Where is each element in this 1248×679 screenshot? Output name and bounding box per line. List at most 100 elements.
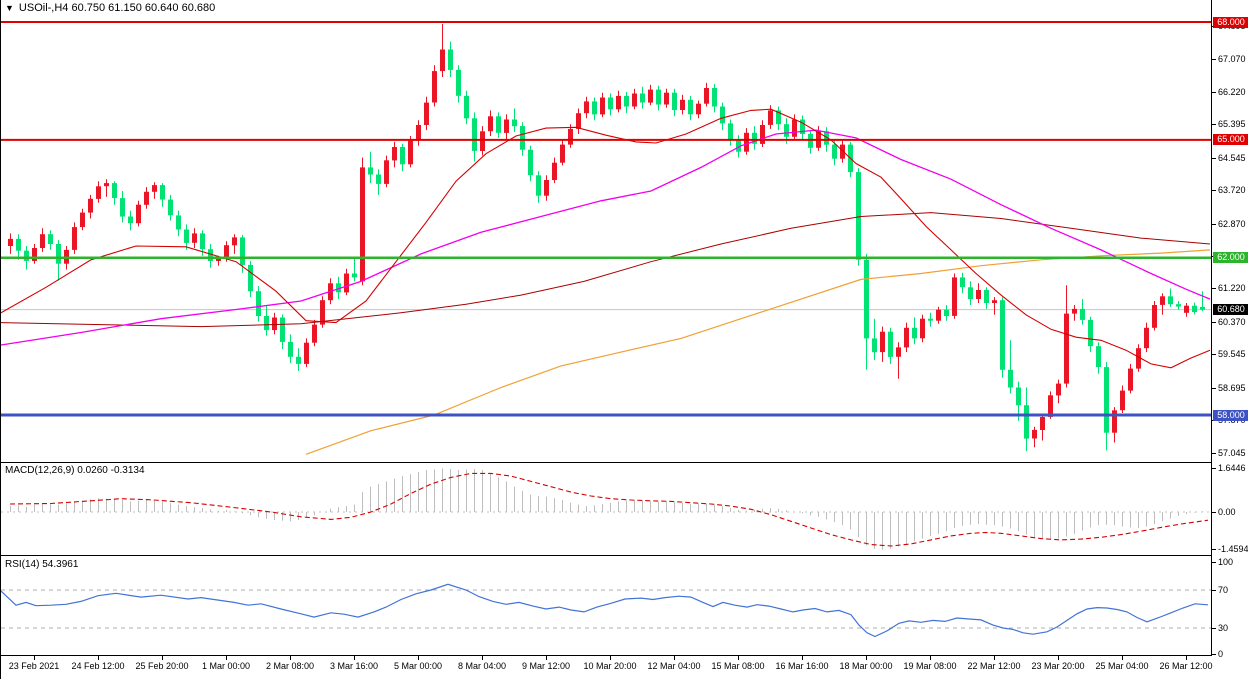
candle-bull bbox=[648, 89, 653, 103]
candle-bear bbox=[264, 316, 269, 331]
candle-bear bbox=[944, 309, 949, 316]
candle-bear bbox=[168, 199, 173, 216]
candle-bull bbox=[504, 119, 509, 133]
time-tick-label: 15 Mar 08:00 bbox=[711, 661, 765, 671]
price-tick-label: 63.720 bbox=[1218, 185, 1246, 195]
time-tick bbox=[930, 656, 931, 660]
candle-bull bbox=[360, 167, 365, 282]
candle-bear bbox=[656, 89, 661, 105]
price-tick-label: 62.870 bbox=[1218, 219, 1246, 229]
candle-bear bbox=[376, 174, 381, 184]
time-tick bbox=[1186, 656, 1187, 660]
time-tick bbox=[610, 656, 611, 660]
rsi-tick-label: 30 bbox=[1218, 623, 1229, 633]
candle-bull bbox=[792, 119, 797, 137]
candle-bull bbox=[704, 88, 709, 104]
rsi-tick-label-tick bbox=[1212, 590, 1216, 591]
candle-bear bbox=[712, 88, 717, 107]
candle-bull bbox=[104, 183, 109, 187]
price-tick-label: 60.370 bbox=[1218, 317, 1246, 327]
time-tick-label: 10 Mar 20:00 bbox=[583, 661, 637, 671]
candle-bear bbox=[496, 116, 501, 133]
current-price-badge: 60.680 bbox=[1213, 304, 1248, 315]
candle-bull bbox=[744, 132, 749, 152]
candle-bull bbox=[936, 309, 941, 321]
candle-bear bbox=[1080, 308, 1085, 320]
time-tick bbox=[802, 656, 803, 660]
candle-bull bbox=[1184, 305, 1189, 313]
candle-bull bbox=[408, 140, 413, 165]
candle-bear bbox=[968, 287, 973, 300]
time-tick bbox=[738, 656, 739, 660]
candle-bear bbox=[208, 249, 213, 261]
time-tick bbox=[866, 656, 867, 660]
candle-bear bbox=[400, 147, 405, 165]
candle-bull bbox=[424, 102, 429, 125]
candle-bear bbox=[688, 99, 693, 115]
candle-bear bbox=[624, 95, 629, 107]
price-tick-label: 64.545 bbox=[1218, 153, 1246, 163]
candle-bear bbox=[336, 283, 341, 293]
candle-bull bbox=[1152, 305, 1157, 328]
time-tick bbox=[354, 656, 355, 660]
candle-bear bbox=[296, 356, 301, 364]
macd-tick-label-tick bbox=[1212, 512, 1216, 513]
rsi-tick-label: 100 bbox=[1218, 557, 1234, 567]
candle-bull bbox=[216, 258, 221, 261]
time-tick-label: 26 Mar 12:00 bbox=[1159, 661, 1213, 671]
price-level-badge-68.000: 68.000 bbox=[1213, 17, 1248, 28]
time-tick-label: 5 Mar 00:00 bbox=[393, 661, 443, 671]
candle-bear bbox=[256, 291, 261, 316]
candle-bear bbox=[728, 123, 733, 140]
time-tick-label: 25 Feb 20:00 bbox=[135, 661, 189, 671]
macd-tick-label-tick bbox=[1212, 468, 1216, 469]
time-tick-label: 22 Mar 12:00 bbox=[967, 661, 1021, 671]
macd-tick-label-tick bbox=[1212, 549, 1216, 550]
candle-bear bbox=[1088, 319, 1093, 347]
candle-bear bbox=[832, 144, 837, 159]
candle-bear bbox=[160, 185, 165, 200]
price-tick-label-tick bbox=[1212, 388, 1216, 389]
price-tick-label: 67.070 bbox=[1218, 54, 1246, 64]
candle-bull bbox=[80, 212, 85, 228]
time-tick bbox=[546, 656, 547, 660]
price-tick-label-tick bbox=[1212, 322, 1216, 323]
candle-bull bbox=[976, 290, 981, 299]
candle-bull bbox=[136, 204, 141, 224]
candle-bear bbox=[1168, 296, 1173, 305]
candle-bull bbox=[1032, 429, 1037, 439]
candle-bull bbox=[680, 99, 685, 110]
symbol-dropdown-icon[interactable]: ▼ bbox=[5, 3, 14, 13]
candle-bear bbox=[16, 238, 21, 251]
candle-bull bbox=[480, 131, 485, 151]
ma-long-orange bbox=[305, 249, 1211, 455]
candle-bear bbox=[984, 290, 989, 303]
price-tick-label-tick bbox=[1212, 224, 1216, 225]
candle-bull bbox=[992, 300, 997, 303]
candle-bear bbox=[536, 175, 541, 196]
candle-bear bbox=[512, 119, 517, 127]
candle-bull bbox=[632, 93, 637, 107]
price-tick-label-tick bbox=[1212, 354, 1216, 355]
candle-bear bbox=[592, 101, 597, 115]
time-tick-label: 23 Feb 2021 bbox=[8, 661, 60, 671]
rsi-tick-label-tick bbox=[1212, 628, 1216, 629]
candle-bear bbox=[528, 149, 533, 176]
candle-bear bbox=[1192, 305, 1197, 312]
candle-bear bbox=[1200, 306, 1205, 310]
candle-bear bbox=[472, 118, 477, 151]
candle-bear bbox=[368, 167, 373, 175]
candle-bull bbox=[272, 317, 277, 331]
time-tick-label: 25 Mar 04:00 bbox=[1095, 661, 1149, 671]
candle-bull bbox=[568, 128, 573, 145]
time-tick-label: 18 Mar 00:00 bbox=[839, 661, 893, 671]
time-axis[interactable]: 23 Feb 2021 24 Feb 12:00 25 Feb 20:00 1 Mar… bbox=[1, 656, 1213, 679]
chart-canvas[interactable] bbox=[1, 0, 1212, 679]
price-tick-label: 57.045 bbox=[1218, 448, 1246, 458]
candle-bear bbox=[776, 110, 781, 125]
candle-bull bbox=[1120, 390, 1125, 411]
time-tick-label: 8 Mar 04:00 bbox=[457, 661, 507, 671]
candle-bear bbox=[280, 317, 285, 342]
time-tick-label: 1 Mar 00:00 bbox=[201, 661, 251, 671]
price-axis[interactable]: 67.89567.07066.22065.39564.54563.72062.8… bbox=[1212, 0, 1248, 679]
